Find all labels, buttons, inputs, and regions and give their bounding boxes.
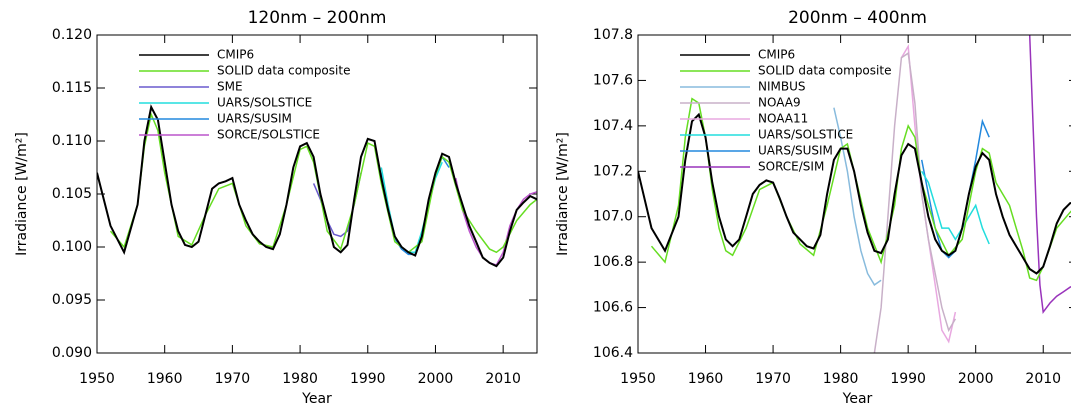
x-axis-label: Year	[842, 391, 873, 407]
legend-label: UARS/SUSIM	[758, 144, 833, 158]
chart-title: 200nm – 400nm	[788, 8, 927, 28]
legend-label: CMIP6	[758, 48, 795, 62]
y-tick-label: 107.0	[593, 209, 633, 225]
legend-label: UARS/SOLSTICE	[758, 128, 853, 142]
series-line	[921, 170, 990, 245]
y-tick-label: 0.100	[52, 239, 92, 255]
series-line	[833, 107, 882, 286]
x-tick-label: 1990	[890, 371, 926, 387]
legend-label: NOAA11	[758, 112, 808, 126]
series-line	[380, 161, 443, 254]
x-tick-label: 1950	[79, 371, 115, 387]
y-axis-label: Irradiance [W/m²]	[14, 132, 30, 256]
legend-label: SORCE/SIM	[758, 160, 824, 174]
series-line	[638, 112, 1071, 275]
legend-label: NOAA9	[758, 96, 801, 110]
y-tick-label: 106.6	[593, 300, 633, 316]
plot-frame	[637, 34, 1071, 354]
y-tick-label: 107.2	[593, 163, 633, 179]
x-tick-label: 1960	[688, 371, 724, 387]
legend-label: NIMBUS	[758, 80, 806, 94]
x-tick-label: 2000	[418, 371, 454, 387]
x-tick-label: 2010	[1025, 371, 1061, 387]
legend-label: SORCE/SOLSTICE	[217, 128, 320, 142]
y-tick-label: 0.110	[52, 133, 92, 149]
legend-label: SME	[217, 80, 243, 94]
x-tick-label: 1950	[620, 371, 656, 387]
series-line	[873, 51, 957, 353]
series-line	[1028, 35, 1071, 315]
y-tick-label: 0.120	[52, 27, 92, 43]
y-tick-label: 107.8	[593, 27, 633, 43]
x-axis-label: Year	[301, 391, 332, 407]
plot-area	[97, 104, 537, 268]
x-tick-label: 1990	[350, 371, 386, 387]
chart-title: 120nm – 200nm	[248, 8, 387, 28]
y-tick-label: 0.115	[52, 80, 92, 96]
legend-label: CMIP6	[217, 48, 254, 62]
plot-frame	[96, 34, 538, 354]
x-tick-label: 1970	[215, 371, 251, 387]
x-tick-label: 2010	[485, 371, 521, 387]
x-tick-label: 1980	[823, 371, 859, 387]
y-tick-label: 0.090	[52, 345, 92, 361]
x-tick-label: 1960	[147, 371, 183, 387]
y-tick-label: 0.095	[52, 292, 92, 308]
series-line	[650, 97, 1071, 282]
legend-label: SOLID data composite	[217, 64, 350, 78]
legend-label: SOLID data composite	[758, 64, 891, 78]
y-tick-label: 106.4	[593, 345, 633, 361]
legend-label: UARS/SUSIM	[217, 112, 292, 126]
plot-area	[638, 35, 1071, 353]
y-tick-label: 0.105	[52, 186, 92, 202]
x-tick-label: 1980	[282, 371, 318, 387]
y-tick-label: 106.8	[593, 254, 633, 270]
x-tick-label: 1970	[755, 371, 791, 387]
legend-label: UARS/SOLSTICE	[217, 96, 312, 110]
x-tick-label: 2000	[958, 371, 994, 387]
y-axis-label: Irradiance [W/m²]	[555, 132, 571, 256]
series-line	[920, 118, 990, 259]
y-tick-label: 107.6	[593, 72, 633, 88]
series-line	[97, 104, 537, 268]
y-tick-label: 107.4	[593, 118, 633, 134]
